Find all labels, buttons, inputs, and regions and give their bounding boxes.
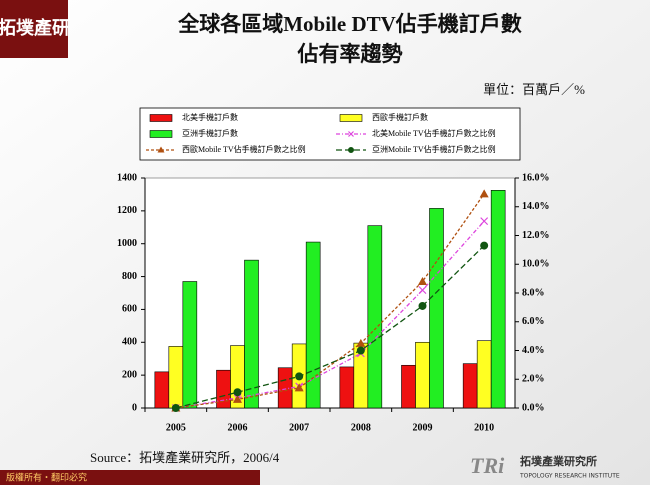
y2-tick-label: 0.0% (522, 402, 545, 413)
line (175, 245, 485, 409)
line-marker (171, 404, 180, 412)
y-tick-label: 0 (132, 402, 137, 413)
bar (182, 281, 198, 409)
plot-area (144, 177, 516, 409)
line-marker (294, 383, 304, 392)
bar (415, 341, 430, 409)
legend-label: 西歐Mobile TV佔手機訂戶數之比例 (182, 144, 306, 154)
x-tick-label: 2008 (351, 422, 371, 433)
bar (462, 363, 478, 409)
source: Source：拓墣產業研究所，2006/4 (90, 450, 280, 465)
y2-tick-label: 16.0% (522, 172, 550, 183)
legend-swatch (149, 130, 173, 138)
legend-marker (348, 131, 354, 137)
bar (429, 208, 444, 409)
chart-title: 全球各區域Mobile DTV佔手機訂戶數 (177, 12, 522, 36)
x-tick-label: 2005 (166, 422, 186, 433)
line-marker (418, 277, 427, 285)
line-marker (418, 301, 427, 310)
x-tick-label: 2009 (413, 422, 433, 433)
line (175, 220, 485, 409)
x-tick-label: 2010 (474, 422, 494, 433)
legend-marker (157, 146, 165, 153)
y2-tick-label: 10.0% (522, 259, 550, 270)
x-tick-label: 2006 (228, 422, 248, 433)
legend-box (139, 107, 521, 161)
y-tick-label: 800 (122, 271, 137, 282)
y-tick-label: 1000 (117, 238, 137, 249)
y-tick-label: 600 (122, 304, 137, 315)
line-marker (233, 388, 242, 397)
line-marker (480, 241, 489, 250)
bar (490, 190, 506, 409)
bar (339, 366, 355, 409)
brand-name: 拓墣產業研究所 (520, 454, 597, 468)
line-marker (233, 394, 242, 403)
legend-marker (348, 147, 354, 153)
line-marker (356, 338, 366, 347)
brand-english: TOPOLOGY RESEARCH INSTITUTE (519, 473, 620, 480)
y2-tick-label: 12.0% (522, 230, 550, 241)
line-marker (480, 217, 489, 226)
y2-tick-label: 8.0% (522, 287, 545, 298)
chart-subtitle: 佔有率趨勢 (297, 42, 403, 66)
line-marker (479, 189, 489, 198)
y2-tick-label: 14.0% (522, 201, 550, 212)
brand: TRi (470, 453, 505, 478)
y2-tick-label: 6.0% (522, 316, 545, 327)
bar (244, 259, 259, 409)
bar (367, 225, 383, 409)
y2-tick-label: 2.0% (522, 374, 545, 385)
logo: 拓墣產研 (0, 17, 70, 39)
bar (277, 367, 293, 409)
y2-tick-label: 4.0% (522, 345, 545, 356)
line (175, 193, 485, 409)
bar (305, 241, 321, 409)
footer-bar (0, 470, 260, 485)
bar (216, 369, 231, 409)
y-tick-label: 200 (122, 369, 137, 380)
footer: 版權所有・翻印必究 (6, 472, 87, 484)
line-marker (356, 346, 365, 355)
line-marker (295, 372, 304, 381)
legend-label: 亞洲手機訂戶數 (182, 128, 238, 138)
bar (154, 371, 170, 409)
y-tick-label: 1200 (117, 205, 137, 216)
legend-label: 北美Mobile TV佔手機訂戶數之比例 (372, 128, 496, 138)
y-tick-label: 1400 (117, 172, 137, 183)
legend-swatch (149, 114, 173, 122)
y-tick-label: 400 (122, 337, 137, 348)
legend-label: 北美手機訂戶數 (182, 112, 238, 122)
unit-label: 單位：百萬戶／% (483, 82, 585, 97)
legend-label: 西歐手機訂戶數 (372, 112, 428, 122)
bar (168, 346, 184, 409)
logo-box (0, 0, 68, 58)
bar (476, 340, 492, 409)
legend-swatch (339, 114, 363, 122)
line-marker (418, 286, 427, 295)
legend-label: 亞洲Mobile TV佔手機訂戶數之比例 (372, 144, 496, 154)
x-tick-label: 2007 (289, 422, 309, 433)
bar (401, 364, 416, 409)
